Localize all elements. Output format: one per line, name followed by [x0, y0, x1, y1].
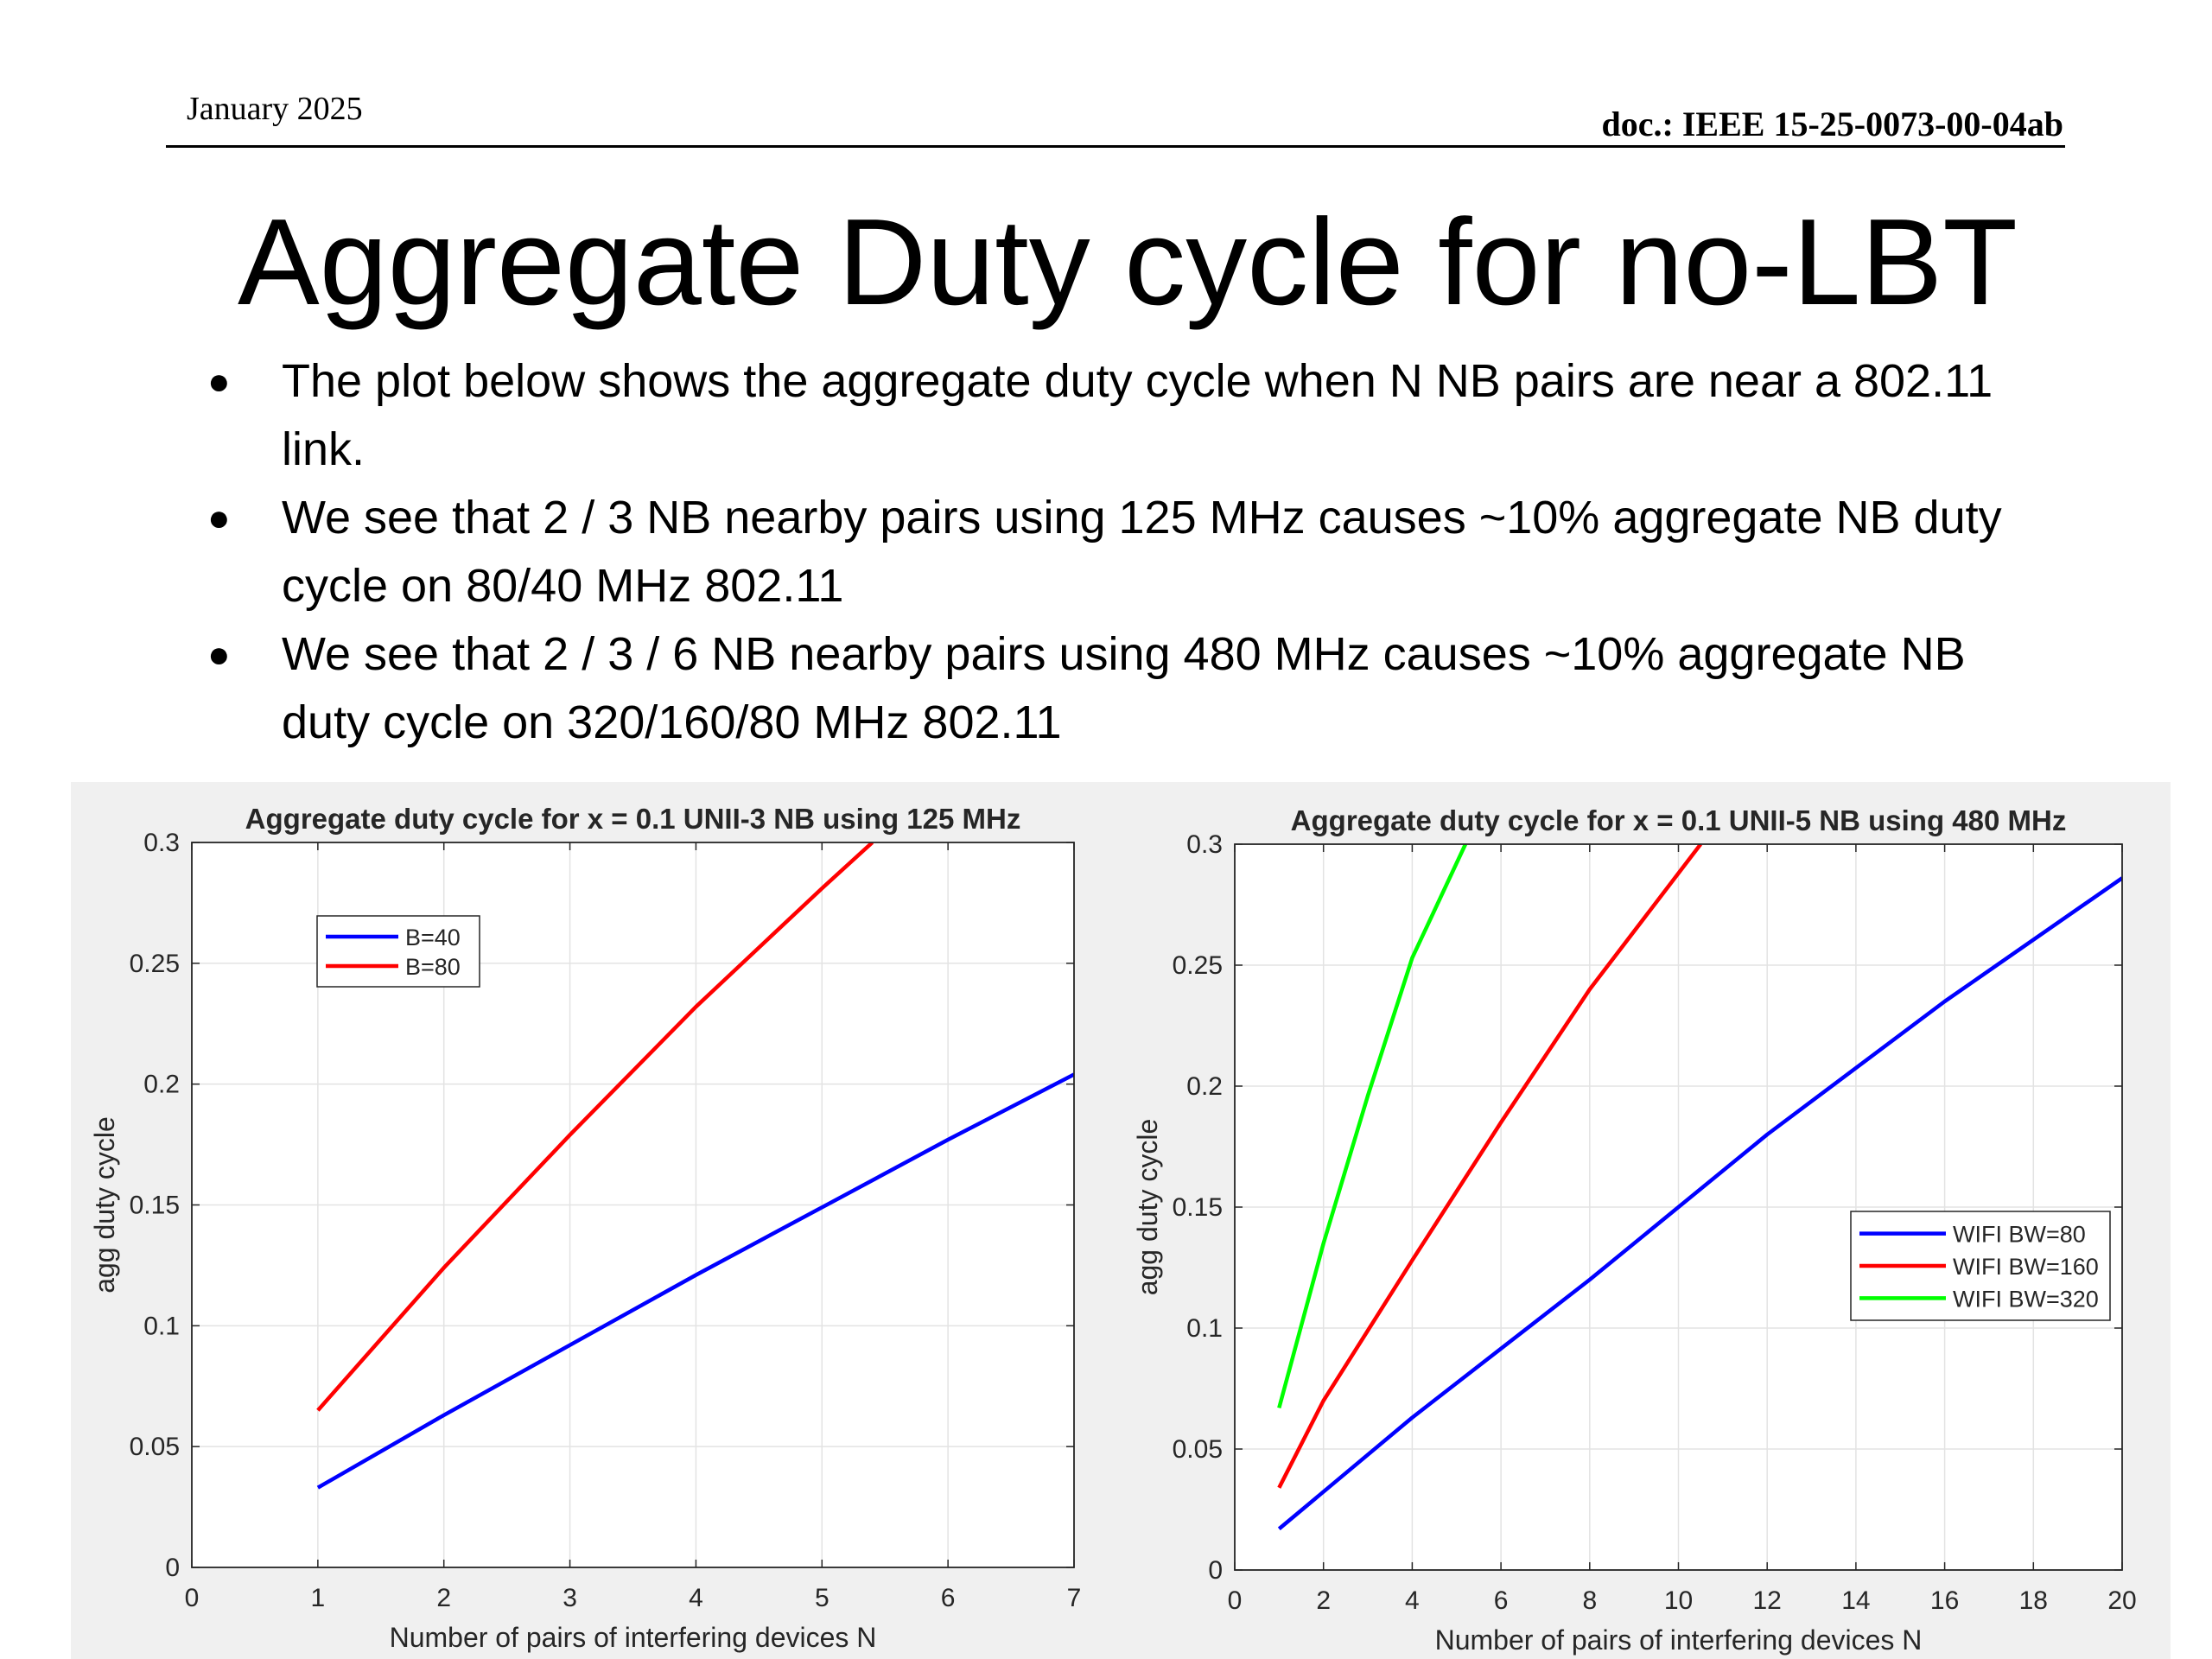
- x-tick-label: 2: [1316, 1586, 1331, 1615]
- bullet-text: The plot below shows the aggregate duty …: [282, 355, 1993, 475]
- bullet-text: We see that 2 / 3 NB nearby pairs using …: [282, 492, 2002, 612]
- y-tick-label: 0.05: [1173, 1435, 1223, 1464]
- y-axis-label: agg duty cycle: [1132, 1119, 1163, 1296]
- x-tick-label: 16: [1930, 1586, 1959, 1615]
- x-tick-label: 12: [1753, 1586, 1782, 1615]
- chart-2: 0 2 4 6 8 10 12 14 16 18 20 0 0.05 0.1 0.15 0.2 0.25 0.3 A…: [1132, 804, 2137, 1656]
- y-tick-label: 0.2: [1186, 1072, 1223, 1101]
- x-tick-label: 0: [1228, 1586, 1243, 1615]
- x-tick-label: 7: [1067, 1584, 1082, 1612]
- x-tick-label: 20: [2107, 1586, 2136, 1615]
- series-line-1: [316, 1072, 1074, 1490]
- x-tick-label: 1: [311, 1584, 326, 1612]
- legend-label: WIFI BW=320: [1953, 1286, 2099, 1312]
- y-axis-label: agg duty cycle: [89, 1116, 120, 1294]
- x-tick-label: 5: [815, 1584, 830, 1612]
- chart-title: Aggregate duty cycle for x = 0.1 UNII-5 …: [1291, 804, 2067, 836]
- series-line-3: [1277, 844, 1468, 1408]
- y-tick-label: 0.2: [143, 1071, 180, 1099]
- legend-label: WIFI BW=80: [1953, 1222, 2086, 1248]
- x-tick-label: 6: [941, 1584, 956, 1612]
- y-tick-label: 0.3: [1186, 830, 1223, 859]
- y-tick-label: 0.05: [130, 1433, 180, 1461]
- bullet-dot-icon: ●: [207, 633, 231, 676]
- legend-label: B=40: [405, 925, 461, 950]
- bullet-text: We see that 2 / 3 / 6 NB nearby pairs us…: [282, 628, 1966, 748]
- x-tick-label: 8: [1582, 1586, 1597, 1615]
- series-line-2: [1277, 844, 1702, 1489]
- header-date: January 2025: [187, 91, 363, 127]
- plots-svg: 0 1 2 3 4 5 6 700.050.10.150.20.250.3Aggregate …: [89, 803, 2137, 1656]
- x-tick-label: 2: [436, 1584, 451, 1612]
- x-tick-label: 0: [185, 1584, 200, 1612]
- x-axis-label: Number of pairs of interfering devices N: [1435, 1624, 1923, 1656]
- series-line-1: [1277, 876, 2122, 1531]
- chart-1: 0 1 2 3 4 5 6 7 0 0.05 0.1 0.15 0.2 0.25 0.3 Aggregate …: [89, 803, 1081, 1653]
- bullet-item: ● The plot below shows the aggregate duty…: [207, 347, 2039, 484]
- bullet-item: ● We see that 2 / 3 / 6 NB nearby pairs u…: [207, 620, 2039, 757]
- header-divider: [166, 145, 2065, 148]
- x-tick-label: 18: [2019, 1586, 2048, 1615]
- y-tick-label: 0.25: [1173, 951, 1223, 980]
- legend: WIFI BW=80 WIFI BW=160 WIFI BW=320: [1850, 1211, 2111, 1321]
- series-line-2: [316, 842, 874, 1412]
- y-tick-label: 0.1: [1186, 1314, 1223, 1343]
- x-tick-label: 4: [1405, 1586, 1420, 1615]
- slide-title: Aggregate Duty cycle for no-LBT: [238, 194, 2018, 331]
- x-tick-label: 10: [1664, 1586, 1693, 1615]
- chart-title: Aggregate duty cycle for x = 0.1 UNII-3 …: [245, 803, 1021, 835]
- x-tick-label: 14: [1841, 1586, 1870, 1615]
- bullet-item: ● We see that 2 / 3 NB nearby pairs using…: [207, 484, 2039, 620]
- x-tick-label: 4: [689, 1584, 703, 1612]
- y-tick-label: 0.3: [143, 829, 180, 857]
- bullet-list: ● The plot below shows the aggregate duty…: [207, 347, 2039, 757]
- x-tick-label: 3: [563, 1584, 577, 1612]
- y-tick-label: 0: [165, 1554, 180, 1582]
- legend-label: WIFI BW=160: [1953, 1254, 2099, 1280]
- legend-label: B=80: [405, 954, 461, 980]
- y-tick-label: 0.25: [130, 950, 180, 978]
- bullet-dot-icon: ●: [207, 497, 231, 539]
- x-tick-label: 6: [1494, 1586, 1509, 1615]
- y-tick-label: 0.15: [130, 1192, 180, 1220]
- y-tick-label: 0.1: [143, 1312, 180, 1340]
- bullet-dot-icon: ●: [207, 360, 231, 403]
- plots-figure: 0 1 2 3 4 5 6 7 0 0.05 0.1 0.15 0.2 0.25 0.3 Aggregate …: [71, 782, 2171, 1659]
- legend: B=40 B=80: [316, 915, 480, 988]
- y-tick-label: 0: [1208, 1556, 1223, 1585]
- y-tick-label: 0.15: [1173, 1193, 1223, 1222]
- legend-box: [316, 915, 480, 988]
- x-axis-label: Number of pairs of interfering devices N: [390, 1622, 877, 1653]
- header-doc-id: doc.: IEEE 15-25-0073-00-04ab: [1601, 105, 2063, 143]
